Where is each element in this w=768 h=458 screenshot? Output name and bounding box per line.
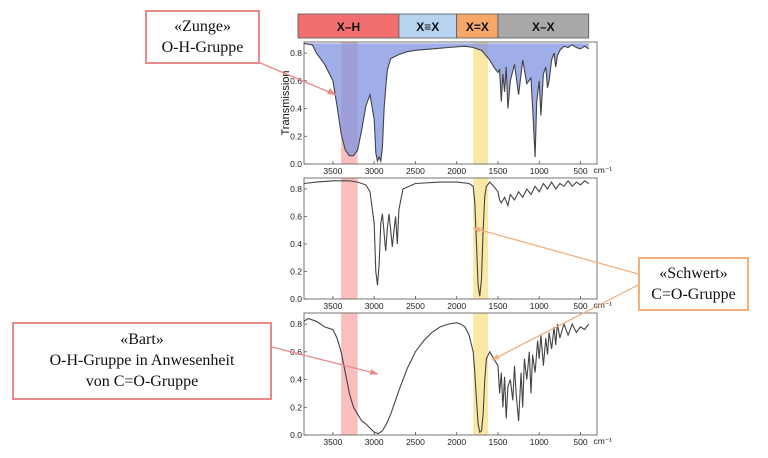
plot-frame (303, 177, 598, 300)
absorption-fill (304, 43, 589, 162)
arrow-bart (271, 346, 379, 375)
x-tick-label: 3000 (365, 437, 384, 447)
spectrum-panel-3: 0.0 0.2 0.4 0.6 0.8 3500 3000 2500 2000 1500 1000 5… (290, 312, 612, 447)
arrowhead-bart (370, 369, 378, 375)
callout-schwert-title: «Schwert» (659, 265, 728, 282)
callout-zunge-title: «Zunge» (174, 18, 231, 35)
x-tick-label: 500 (573, 166, 587, 176)
x-tick-label: 1500 (488, 301, 507, 311)
x-unit-label: cm⁻¹ (593, 165, 612, 175)
y-tick-label: 0.0 (290, 294, 302, 304)
spectrum-panel-1: 0.0 0.2 0.4 0.6 0.8 3500 3000 2500 2000 1500 1000 5… (290, 41, 612, 176)
y-tick-label: 0.2 (290, 267, 302, 277)
callout-zunge: «Zunge» O-H-Gruppe (145, 10, 260, 64)
x-tick-label: 3000 (365, 301, 384, 311)
callout-bart-title: «Bart» (120, 331, 164, 348)
y-tick-label: 0.4 (290, 375, 302, 385)
x-tick-label: 1000 (530, 437, 549, 447)
category-label-2: X=X (466, 20, 489, 34)
x-tick-label: 2000 (447, 301, 466, 311)
x-tick-label: 1500 (488, 166, 507, 176)
category-label-1: X≡X (416, 20, 439, 34)
y-tick-label: 0.2 (290, 131, 302, 141)
callout-schwert: «Schwert» C=O-Gruppe (638, 257, 749, 311)
category-segment-0 (297, 13, 400, 39)
highlight-band-1 (473, 42, 489, 164)
arrow-schwert-1 (472, 227, 643, 276)
x-tick-label: 3500 (323, 166, 342, 176)
callout-zunge-text: O-H-Gruppe (161, 39, 244, 56)
callout-bart: «Bart» O-H-Gruppe in Anwesenheit von C=O… (12, 322, 272, 400)
category-segment-1 (398, 13, 458, 39)
category-segment-2 (456, 13, 499, 39)
x-tick-label: 1000 (530, 166, 549, 176)
x-unit-label: cm⁻¹ (593, 436, 612, 446)
y-tick-label: 0.2 (290, 402, 302, 412)
plot-frame (303, 312, 598, 436)
x-tick-label: 3000 (365, 166, 384, 176)
y-tick-label: 0.6 (290, 76, 302, 86)
callout-bart-text-2: von C=O-Gruppe (85, 373, 199, 390)
arrow-schwert-2 (491, 282, 643, 361)
y-tick-label: 0.6 (290, 212, 302, 222)
arrowhead-schwert-2 (492, 354, 500, 360)
x-tick-label: 2000 (447, 166, 466, 176)
spectrum-line-0 (303, 42, 590, 164)
x-tick-label: 2500 (406, 437, 425, 447)
spectra-panels: Transmission 0.0 0.2 0.4 0.6 0.8 3500 3000 2500 2… (280, 41, 612, 447)
x-tick-label: 500 (573, 301, 587, 311)
arrow-zunge (257, 61, 337, 96)
category-label-3: X–X (532, 20, 555, 34)
arrowhead-schwert-1 (473, 227, 481, 233)
y-tick-label: 0.4 (290, 104, 302, 114)
callout-bart-text-1: O-H-Gruppe in Anwesenheit (49, 352, 235, 369)
y-tick-label: 0.8 (290, 319, 302, 329)
x-tick-label: 2500 (406, 301, 425, 311)
arrowhead-zunge (327, 88, 336, 95)
y-tick-label: 0.8 (290, 48, 302, 58)
x-tick-label: 1500 (488, 437, 507, 447)
x-tick-label: 3500 (323, 301, 342, 311)
y-tick-label: 0.0 (290, 159, 302, 169)
x-tick-label: 500 (573, 437, 587, 447)
x-tick-label: 1000 (530, 301, 549, 311)
callout-arrows (257, 61, 643, 375)
x-tick-label: 2500 (406, 166, 425, 176)
callout-schwert-text: C=O-Gruppe (651, 286, 736, 303)
x-unit-label: cm⁻¹ (593, 300, 612, 310)
functional-group-bar: X–H X≡X X=X X–X (297, 13, 590, 39)
highlight-band-1 (473, 178, 489, 299)
spectrum-line-0 (303, 179, 590, 297)
y-tick-label: 0.6 (290, 347, 302, 357)
highlight-band-0 (341, 313, 358, 435)
highlight-band-0 (341, 178, 358, 299)
spectrum-panel-2: 0.0 0.2 0.4 0.6 0.8 3500 3000 2500 2000 1500 1000 5… (290, 177, 612, 311)
y-tick-label: 0.8 (290, 184, 302, 194)
x-tick-label: 2000 (447, 437, 466, 447)
category-label-0: X–H (337, 20, 360, 34)
plot-frame (303, 41, 598, 165)
category-segment-3 (497, 13, 590, 39)
y-tick-label: 0.0 (290, 430, 302, 440)
x-tick-label: 3500 (323, 437, 342, 447)
y-axis-label: Transmission (280, 71, 292, 136)
y-tick-label: 0.4 (290, 239, 302, 249)
